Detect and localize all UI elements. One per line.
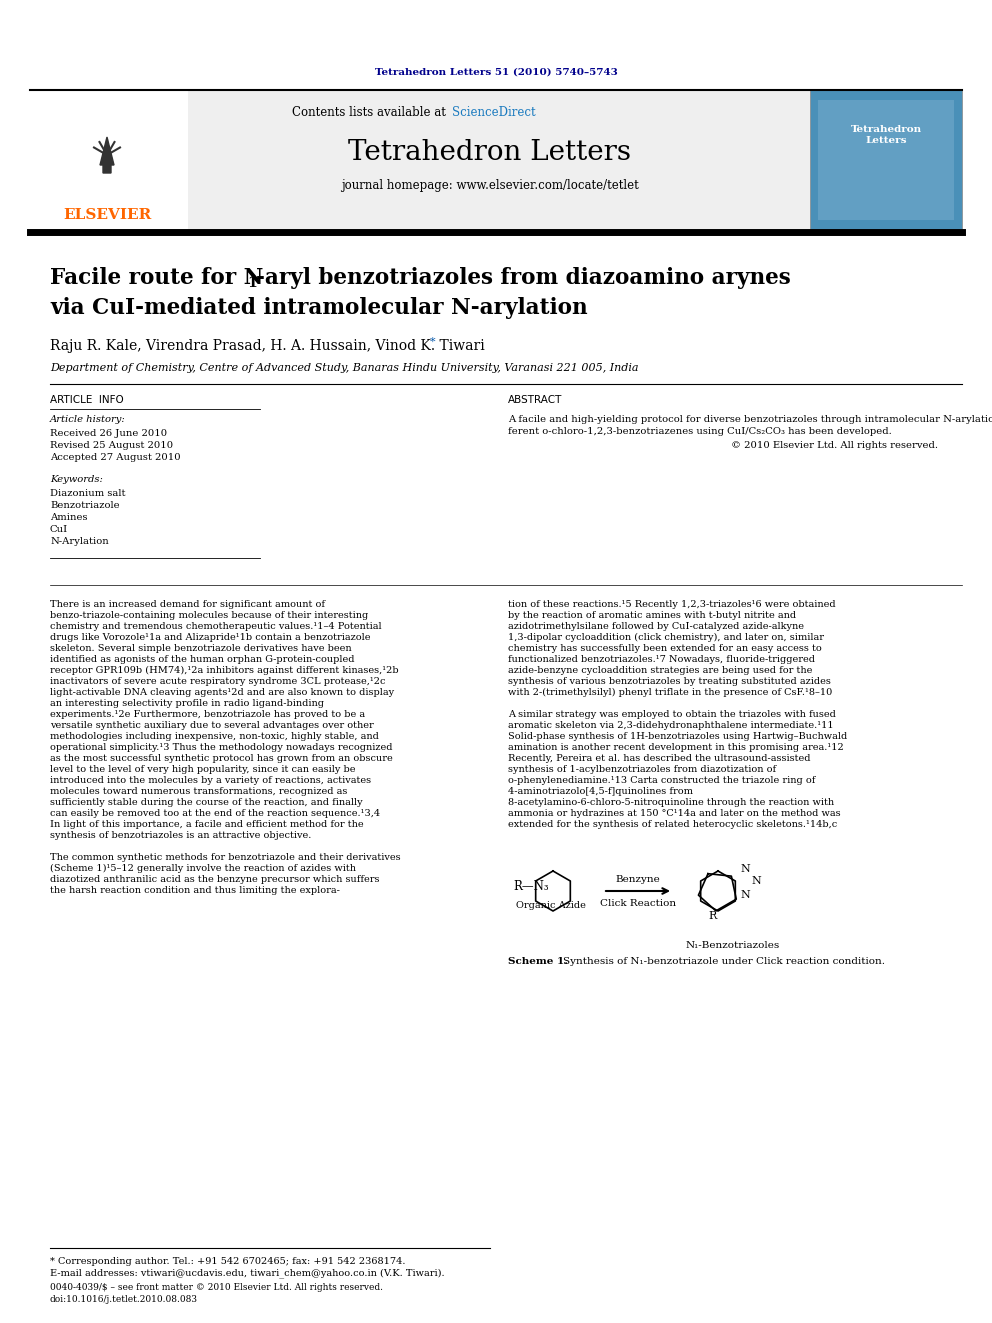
Text: level to the level of very high popularity, since it can easily be: level to the level of very high populari… <box>50 765 355 774</box>
Text: Department of Chemistry, Centre of Advanced Study, Banaras Hindu University, Var: Department of Chemistry, Centre of Advan… <box>50 363 639 373</box>
Text: ScienceDirect: ScienceDirect <box>452 106 536 119</box>
Text: Revised 25 August 2010: Revised 25 August 2010 <box>50 441 174 450</box>
Text: ELSEVIER: ELSEVIER <box>62 208 151 222</box>
Bar <box>30 90 188 230</box>
Text: Tetrahedron Letters 51 (2010) 5740–5743: Tetrahedron Letters 51 (2010) 5740–5743 <box>375 67 617 77</box>
Text: experiments.¹2e Furthermore, benzotriazole has proved to be a: experiments.¹2e Furthermore, benzotriazo… <box>50 710 365 718</box>
Text: extended for the synthesis of related heterocyclic skeletons.¹14b,c: extended for the synthesis of related he… <box>508 820 837 830</box>
Text: Article history:: Article history: <box>50 415 126 425</box>
Text: R: R <box>709 912 717 921</box>
Text: 1,3-dipolar cycloaddition (click chemistry), and later on, similar: 1,3-dipolar cycloaddition (click chemist… <box>508 632 824 642</box>
Text: CuI: CuI <box>50 524 68 533</box>
Text: Benzotriazole: Benzotriazole <box>50 500 120 509</box>
Text: * Corresponding author. Tel.: +91 542 6702465; fax: +91 542 2368174.: * Corresponding author. Tel.: +91 542 67… <box>50 1257 406 1266</box>
Text: Keywords:: Keywords: <box>50 475 103 484</box>
Text: A similar strategy was employed to obtain the triazoles with fused: A similar strategy was employed to obtai… <box>508 710 836 718</box>
Text: an interesting selectivity profile in radio ligand-binding: an interesting selectivity profile in ra… <box>50 699 324 708</box>
Text: diazotized anthranilic acid as the benzyne precursor which suffers: diazotized anthranilic acid as the benzy… <box>50 875 380 884</box>
Text: synthesis of benzotriazoles is an attractive objective.: synthesis of benzotriazoles is an attrac… <box>50 831 311 840</box>
Text: E-mail addresses: vtiwari@ucdavis.edu, tiwari_chem@yahoo.co.in (V.K. Tiwari).: E-mail addresses: vtiwari@ucdavis.edu, t… <box>50 1267 444 1278</box>
Text: o-phenylenediamine.¹13 Carta constructed the triazole ring of: o-phenylenediamine.¹13 Carta constructed… <box>508 777 815 785</box>
Text: light-activable DNA cleaving agents¹2d and are also known to display: light-activable DNA cleaving agents¹2d a… <box>50 688 394 697</box>
Text: © 2010 Elsevier Ltd. All rights reserved.: © 2010 Elsevier Ltd. All rights reserved… <box>731 442 938 451</box>
Text: ferent o-chloro-1,2,3-benzotriazenes using CuI/Cs₂CO₃ has been developed.: ferent o-chloro-1,2,3-benzotriazenes usi… <box>508 427 892 437</box>
Text: azidotrimethylsilane followed by CuI-catalyzed azide-alkyne: azidotrimethylsilane followed by CuI-cat… <box>508 622 804 631</box>
Text: Diazonium salt: Diazonium salt <box>50 488 126 497</box>
Text: methodologies including inexpensive, non-toxic, highly stable, and: methodologies including inexpensive, non… <box>50 732 379 741</box>
Text: molecules toward numerous transformations, recognized as: molecules toward numerous transformation… <box>50 787 347 796</box>
Text: 4-aminotriazolo[4,5-f]quinolines from: 4-aminotriazolo[4,5-f]quinolines from <box>508 787 693 796</box>
Text: *: * <box>430 337 435 347</box>
Text: Amines: Amines <box>50 512 87 521</box>
Text: Raju R. Kale, Virendra Prasad, H. A. Hussain, Vinod K. Tiwari: Raju R. Kale, Virendra Prasad, H. A. Hus… <box>50 339 485 353</box>
Text: identified as agonists of the human orphan G-protein-coupled: identified as agonists of the human orph… <box>50 655 354 664</box>
Text: ammonia or hydrazines at 150 °C¹14a and later on the method was: ammonia or hydrazines at 150 °C¹14a and … <box>508 808 840 818</box>
Text: 0040-4039/$ – see front matter © 2010 Elsevier Ltd. All rights reserved.: 0040-4039/$ – see front matter © 2010 El… <box>50 1283 383 1293</box>
Text: inactivators of severe acute respiratory syndrome 3CL protease,¹2c: inactivators of severe acute respiratory… <box>50 677 386 687</box>
Text: operational simplicity.¹3 Thus the methodology nowadays recognized: operational simplicity.¹3 Thus the metho… <box>50 744 393 751</box>
Text: N: N <box>740 864 750 875</box>
Text: Contents lists available at: Contents lists available at <box>293 106 450 119</box>
Text: In light of this importance, a facile and efficient method for the: In light of this importance, a facile an… <box>50 820 364 830</box>
Text: Facile route for N: Facile route for N <box>50 267 263 288</box>
Text: R—N₃: R—N₃ <box>513 880 549 893</box>
Text: N₁-Benzotriazoles: N₁-Benzotriazoles <box>685 942 780 950</box>
Text: chemistry and tremendous chemotherapeutic values.¹1–4 Potential: chemistry and tremendous chemotherapeuti… <box>50 622 382 631</box>
Text: azide-benzyne cycloaddition strategies are being used for the: azide-benzyne cycloaddition strategies a… <box>508 665 812 675</box>
Text: journal homepage: www.elsevier.com/locate/tetlet: journal homepage: www.elsevier.com/locat… <box>341 180 639 193</box>
Text: versatile synthetic auxiliary due to several advantages over other: versatile synthetic auxiliary due to sev… <box>50 721 374 730</box>
Text: Recently, Pereira et al. has described the ultrasound-assisted: Recently, Pereira et al. has described t… <box>508 754 810 763</box>
Text: Solid-phase synthesis of 1H-benzotriazoles using Hartwig–Buchwald: Solid-phase synthesis of 1H-benzotriazol… <box>508 732 847 741</box>
Text: Click Reaction: Click Reaction <box>600 898 677 908</box>
Text: benzo-triazole-containing molecules because of their interesting: benzo-triazole-containing molecules beca… <box>50 611 368 620</box>
Text: Accepted 27 August 2010: Accepted 27 August 2010 <box>50 452 181 462</box>
Text: 8-acetylamino-6-chloro-5-nitroquinoline through the reaction with: 8-acetylamino-6-chloro-5-nitroquinoline … <box>508 798 834 807</box>
Text: as the most successful synthetic protocol has grown from an obscure: as the most successful synthetic protoco… <box>50 754 393 763</box>
Text: 1: 1 <box>247 277 257 290</box>
Text: via CuI-mediated intramolecular N-arylation: via CuI-mediated intramolecular N-arylat… <box>50 296 587 319</box>
Text: aromatic skeleton via 2,3-didehydronaphthalene intermediate.¹11: aromatic skeleton via 2,3-didehydronapht… <box>508 721 833 730</box>
Text: Received 26 June 2010: Received 26 June 2010 <box>50 429 167 438</box>
Text: Synthesis of N₁-benzotriazole under Click reaction condition.: Synthesis of N₁-benzotriazole under Clic… <box>563 957 885 966</box>
Text: N: N <box>751 876 761 886</box>
Text: tion of these reactions.¹5 Recently 1,2,3-triazoles¹6 were obtained: tion of these reactions.¹5 Recently 1,2,… <box>508 601 835 609</box>
Text: The common synthetic methods for benzotriazole and their derivatives: The common synthetic methods for benzotr… <box>50 853 401 863</box>
Text: Organic Azide: Organic Azide <box>516 901 586 909</box>
Text: chemistry has successfully been extended for an easy access to: chemistry has successfully been extended… <box>508 644 821 654</box>
Text: Tetrahedron Letters: Tetrahedron Letters <box>348 139 632 165</box>
Text: can easily be removed too at the end of the reaction sequence.¹3,4: can easily be removed too at the end of … <box>50 808 380 818</box>
Text: Benzyne: Benzyne <box>616 875 661 884</box>
Text: Scheme 1.: Scheme 1. <box>508 957 568 966</box>
Text: the harsh reaction condition and thus limiting the explora-: the harsh reaction condition and thus li… <box>50 886 340 894</box>
Text: functionalized benzotriazoles.¹7 Nowadays, fluoride-triggered: functionalized benzotriazoles.¹7 Nowaday… <box>508 655 815 664</box>
Text: sufficiently stable during the course of the reaction, and finally: sufficiently stable during the course of… <box>50 798 363 807</box>
Polygon shape <box>100 138 114 173</box>
Text: ABSTRACT: ABSTRACT <box>508 396 562 405</box>
Text: receptor GPR109b (HM74),¹2a inhibitors against different kinases,¹2b: receptor GPR109b (HM74),¹2a inhibitors a… <box>50 665 399 675</box>
Text: ARTICLE  INFO: ARTICLE INFO <box>50 396 124 405</box>
Text: Tetrahedron
Letters: Tetrahedron Letters <box>850 126 922 144</box>
Text: with 2-(trimethylsilyl) phenyl triflate in the presence of CsF.¹8–10: with 2-(trimethylsilyl) phenyl triflate … <box>508 688 832 697</box>
Text: doi:10.1016/j.tetlet.2010.08.083: doi:10.1016/j.tetlet.2010.08.083 <box>50 1295 198 1304</box>
Text: amination is another recent development in this promising area.¹12: amination is another recent development … <box>508 744 844 751</box>
Text: A facile and high-yielding protocol for diverse benzotriazoles through intramole: A facile and high-yielding protocol for … <box>508 415 992 425</box>
Text: (Scheme 1)¹5–12 generally involve the reaction of azides with: (Scheme 1)¹5–12 generally involve the re… <box>50 864 356 873</box>
Text: skeleton. Several simple benzotriazole derivatives have been: skeleton. Several simple benzotriazole d… <box>50 644 351 654</box>
Text: drugs like Vorozole¹1a and Alizapride¹1b contain a benzotriazole: drugs like Vorozole¹1a and Alizapride¹1b… <box>50 632 370 642</box>
Text: There is an increased demand for significant amount of: There is an increased demand for signifi… <box>50 601 325 609</box>
Bar <box>810 90 962 230</box>
Text: N-Arylation: N-Arylation <box>50 537 109 545</box>
Text: synthesis of various benzotriazoles by treating substituted azides: synthesis of various benzotriazoles by t… <box>508 677 831 687</box>
Text: synthesis of 1-acylbenzotriazoles from diazotization of: synthesis of 1-acylbenzotriazoles from d… <box>508 765 776 774</box>
Bar <box>30 90 962 230</box>
Bar <box>818 101 954 220</box>
Text: introduced into the molecules by a variety of reactions, activates: introduced into the molecules by a varie… <box>50 777 371 785</box>
Text: by the reaction of aromatic amines with t-butyl nitrite and: by the reaction of aromatic amines with … <box>508 611 797 620</box>
Text: N: N <box>740 890 750 900</box>
Text: -aryl benzotriazoles from diazoamino arynes: -aryl benzotriazoles from diazoamino ary… <box>256 267 791 288</box>
